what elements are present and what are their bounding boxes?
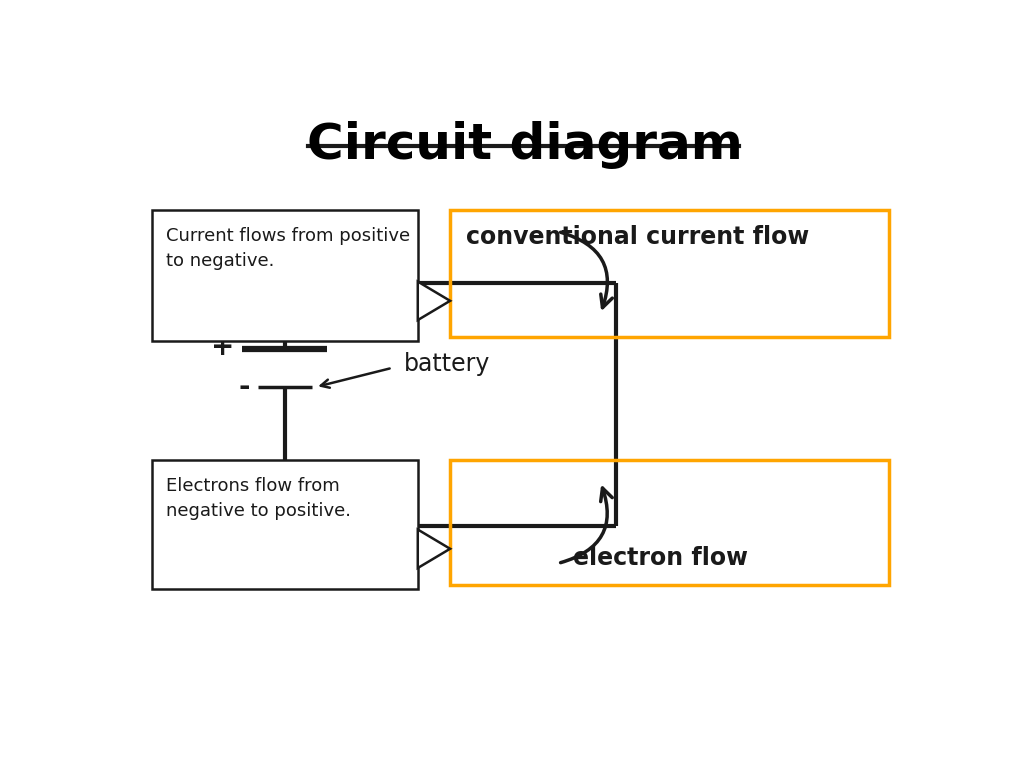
Text: conventional current flow: conventional current flow: [466, 225, 809, 250]
Text: Electrons flow from
negative to positive.: Electrons flow from negative to positive…: [166, 477, 351, 520]
Text: Circuit diagram: Circuit diagram: [307, 121, 742, 170]
Text: Current flows from positive
to negative.: Current flows from positive to negative.: [166, 227, 410, 270]
FancyBboxPatch shape: [153, 460, 418, 589]
Text: battery: battery: [403, 352, 490, 376]
Polygon shape: [418, 529, 451, 568]
FancyBboxPatch shape: [153, 210, 418, 341]
Text: electron flow: electron flow: [573, 545, 749, 570]
Text: -: -: [239, 373, 250, 401]
Text: +: +: [211, 333, 234, 361]
Polygon shape: [418, 282, 451, 320]
